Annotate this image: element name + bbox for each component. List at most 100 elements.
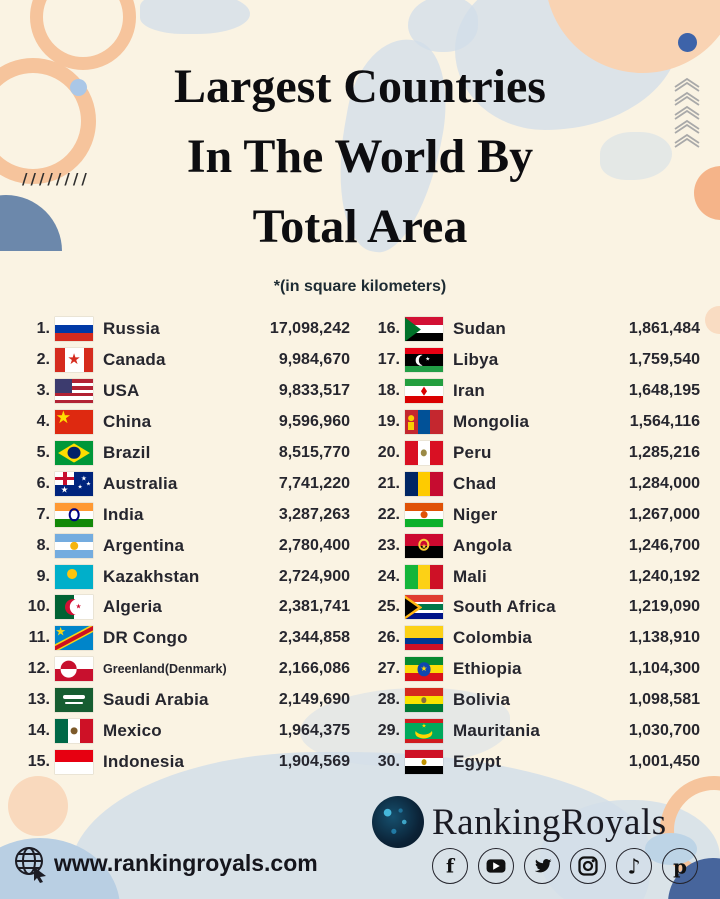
- brand-globe-icon: [372, 796, 424, 848]
- country-flag: [55, 317, 93, 342]
- country-name: Greenland(Denmark): [103, 662, 227, 677]
- page-title: Largest Countries In The World By Total …: [0, 52, 720, 262]
- country-area: 3,287,263: [278, 505, 350, 523]
- country-flag: [55, 657, 93, 682]
- brand-logo: RankingRoyals: [372, 796, 667, 848]
- country-rank: 24.: [377, 567, 400, 585]
- country-rank: 29.: [377, 722, 400, 740]
- country-area: 1,104,300: [628, 660, 700, 678]
- country-name: China: [103, 412, 152, 432]
- country-rank: 11.: [28, 629, 50, 647]
- brand-name: RankingRoyals: [432, 801, 667, 843]
- country-flag: ★: [405, 533, 443, 558]
- country-rank: 10.: [27, 598, 50, 616]
- unit-note: *(in square kilometers): [273, 278, 447, 295]
- website-url[interactable]: www.rankingroyals.com: [54, 849, 318, 876]
- blue-dot-near-title: [70, 79, 87, 96]
- country-row: 3. USA 9,833,517: [22, 376, 350, 407]
- country-rank: 30.: [377, 752, 400, 770]
- chevrons-up-icon: [674, 77, 700, 148]
- country-row: 24. Mali 1,240,192: [372, 561, 700, 592]
- globe-cursor-icon: [15, 847, 46, 883]
- country-name: Bolivia: [453, 690, 511, 710]
- country-area: 17,098,242: [269, 320, 350, 338]
- country-rank: 26.: [377, 629, 400, 647]
- country-row: 1. Russia 17,098,242: [22, 314, 350, 345]
- country-rank: 27.: [377, 660, 400, 678]
- country-rank: 5.: [36, 444, 50, 461]
- pinterest-icon[interactable]: p: [662, 848, 698, 884]
- country-area: 8,515,770: [278, 444, 350, 461]
- country-row: 16. Sudan 1,861,484: [372, 314, 700, 345]
- country-row: 17. ★ Libya 1,759,540: [372, 345, 700, 376]
- ranking-column-right: 16. Sudan 1,861,484 17. ★ Libya 1,759,540 18. Ir…: [372, 314, 700, 777]
- country-rank: 21.: [377, 474, 400, 492]
- country-rank: 4.: [36, 413, 50, 431]
- country-name: Indonesia: [103, 751, 185, 771]
- country-area: 9,984,670: [278, 351, 350, 369]
- country-name: Canada: [103, 350, 166, 370]
- country-rank: 25.: [377, 598, 400, 616]
- country-row: 29. ★ Mauritania 1,030,700: [372, 716, 700, 747]
- country-area: 9,833,517: [278, 382, 350, 400]
- country-flag: ★: [55, 626, 93, 651]
- country-area: 2,381,741: [278, 598, 350, 616]
- country-name: South Africa: [453, 597, 556, 617]
- blue-dot-top-right: [678, 33, 697, 52]
- country-rank: 28.: [377, 691, 400, 709]
- country-rank: 23.: [377, 536, 400, 554]
- country-area: 1,240,192: [628, 567, 700, 585]
- country-rank: 13.: [27, 691, 50, 709]
- country-area: 2,780,400: [278, 536, 350, 554]
- country-row: 12. Greenland(Denmark) 2,166,086: [22, 654, 350, 685]
- country-name: Egypt: [453, 751, 502, 771]
- country-flag: ★: [405, 348, 443, 373]
- country-name: Mongolia: [453, 412, 530, 432]
- country-row: 20. Peru 1,285,216: [372, 438, 700, 469]
- hash-marks-decoration: ////////: [22, 170, 90, 188]
- country-rank: 8.: [36, 536, 50, 554]
- country-name: Algeria: [103, 597, 163, 617]
- country-name: Ethiopia: [453, 659, 522, 679]
- facebook-icon[interactable]: f: [432, 848, 468, 884]
- country-flag: ★: [55, 348, 93, 373]
- country-flag: [55, 688, 93, 713]
- country-flag: [405, 441, 443, 465]
- ranking-column-left: 1. Russia 17,098,242 2. ★ Canada 9,984,670 3. US…: [22, 314, 350, 777]
- country-flag: [405, 626, 443, 651]
- country-name: Iran: [453, 381, 485, 401]
- country-area: 1,284,000: [628, 474, 700, 492]
- website-link[interactable]: www.rankingroyals.com: [10, 843, 318, 883]
- social-icons-row: f ♪ p: [432, 848, 698, 884]
- country-area: 1,219,090: [628, 598, 700, 616]
- country-flag: [405, 564, 443, 589]
- country-flag: [55, 749, 93, 774]
- instagram-icon[interactable]: [570, 848, 606, 884]
- country-name: Colombia: [453, 628, 533, 648]
- country-rank: 2.: [36, 351, 50, 369]
- country-area: 1,564,116: [629, 413, 700, 431]
- country-row: 5. Brazil 8,515,770: [22, 438, 350, 469]
- country-flag: [55, 564, 93, 589]
- country-flag: [405, 595, 443, 620]
- country-flag: [405, 379, 443, 404]
- twitter-icon[interactable]: [524, 848, 560, 884]
- country-flag: [405, 471, 443, 496]
- country-flag: [55, 719, 93, 744]
- country-row: 6. ★ ★ ★ ★ Australia 7,741,220: [22, 468, 350, 499]
- svg-text:♪: ♪: [627, 855, 640, 879]
- svg-text:p: p: [673, 855, 687, 879]
- country-area: 1,001,450: [628, 752, 700, 770]
- tiktok-icon[interactable]: ♪: [616, 848, 652, 884]
- country-flag: [55, 502, 93, 527]
- country-name: DR Congo: [103, 628, 188, 648]
- svg-text:f: f: [446, 856, 456, 878]
- country-name: USA: [103, 381, 140, 401]
- country-row: 15. Indonesia 1,904,569: [22, 746, 350, 777]
- country-flag: ★: [405, 719, 443, 744]
- country-flag: [405, 749, 443, 774]
- country-row: 14. Mexico 1,964,375: [22, 716, 350, 747]
- youtube-icon[interactable]: [478, 848, 514, 884]
- title-line-3: Total Area: [252, 200, 468, 253]
